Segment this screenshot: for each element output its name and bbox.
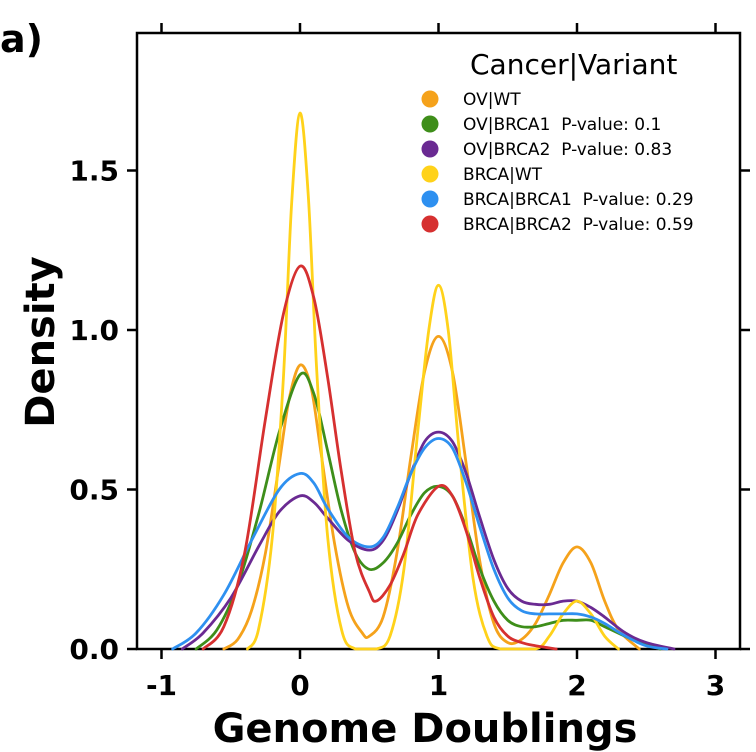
- x-tick-label: 3: [706, 669, 725, 702]
- legend-label: OV|WT: [463, 90, 521, 110]
- x-tick-label: -1: [146, 669, 177, 702]
- legend-marker: [422, 141, 439, 158]
- legend: Cancer|Variant OV|WT OV|BRCA1 P-value: 0.…: [422, 48, 694, 235]
- legend-marker: [422, 116, 439, 133]
- legend-marker: [422, 91, 439, 108]
- y-tick-label: 1.5: [69, 155, 119, 188]
- legend-marker: [422, 216, 439, 233]
- legend-label: BRCA|BRCA1 P-value: 0.29: [463, 190, 694, 210]
- legend-marker: [422, 191, 439, 208]
- legend-label: OV|BRCA2 P-value: 0.83: [463, 140, 672, 160]
- legend-label: BRCA|WT: [463, 165, 543, 185]
- y-tick-label: 0.0: [69, 633, 119, 666]
- legend-items: OV|WT OV|BRCA1 P-value: 0.1 OV|BRCA2 P-val…: [422, 90, 694, 235]
- y-tick-label: 1.0: [69, 314, 119, 347]
- x-axis-title: Genome Doublings: [213, 706, 638, 752]
- y-axis-title: Density: [18, 256, 64, 428]
- series-line-ov-brca2: [182, 432, 674, 649]
- x-tick-label: 0: [290, 669, 309, 702]
- legend-label: OV|BRCA1 P-value: 0.1: [463, 115, 661, 135]
- panel-label: a): [0, 17, 43, 61]
- legend-label: BRCA|BRCA2 P-value: 0.59: [463, 215, 694, 235]
- legend-title: Cancer|Variant: [470, 48, 677, 81]
- x-tick-label: 1: [429, 669, 448, 702]
- x-tick-label: 2: [567, 669, 586, 702]
- y-tick-label: 0.5: [69, 474, 119, 507]
- legend-marker: [422, 166, 439, 183]
